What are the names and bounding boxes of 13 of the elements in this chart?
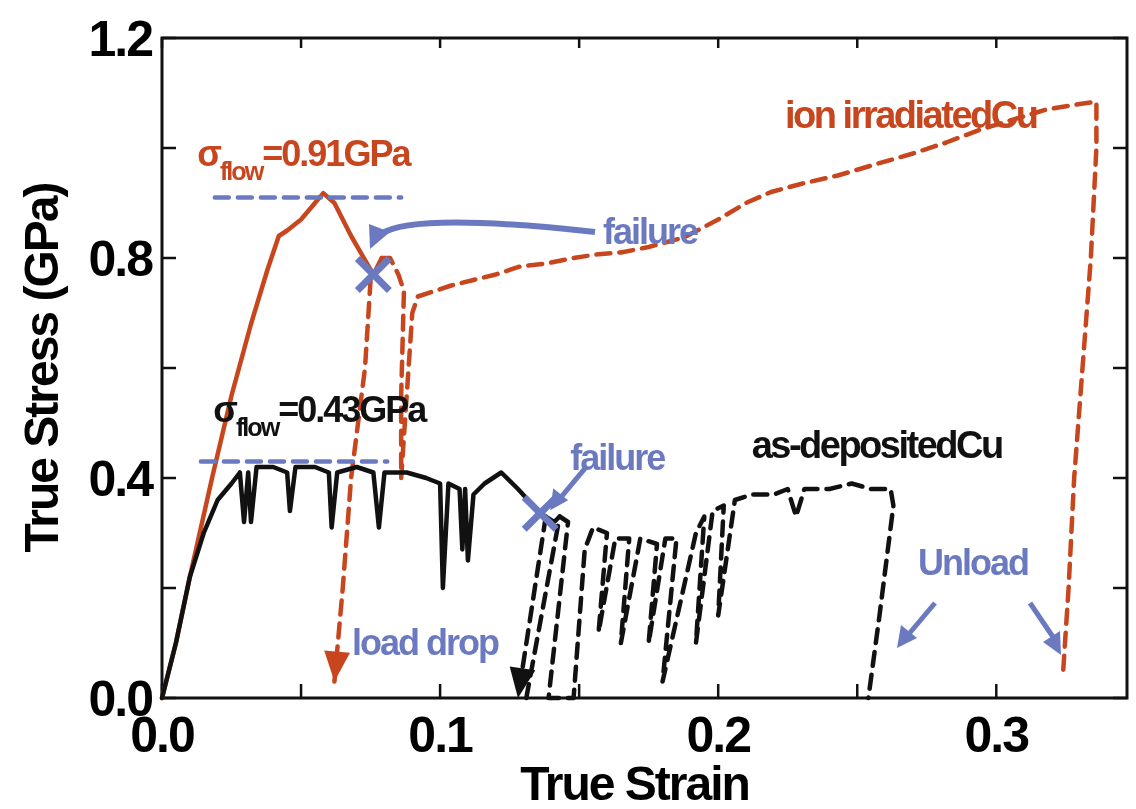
series-label: ion irradiatedCu [785,93,1037,136]
annotation: σ$_{flow}$=0.91GPa [197,132,413,185]
annotation: failure [603,211,699,252]
x-tick-label: 0.3 [964,707,1029,763]
y-axis-title: True Stress (GPa) [15,183,68,553]
x-tick-label: 0.1 [408,707,474,763]
annotation: failure [570,437,666,479]
y-tick-label: 1.2 [88,11,153,67]
series-label: as-depositedCu [751,423,1002,466]
annotation: Unload [918,542,1028,583]
y-tick-label: 0.8 [88,231,154,287]
annotation: load drop [351,622,499,663]
y-tick-label: 0.4 [88,451,155,507]
